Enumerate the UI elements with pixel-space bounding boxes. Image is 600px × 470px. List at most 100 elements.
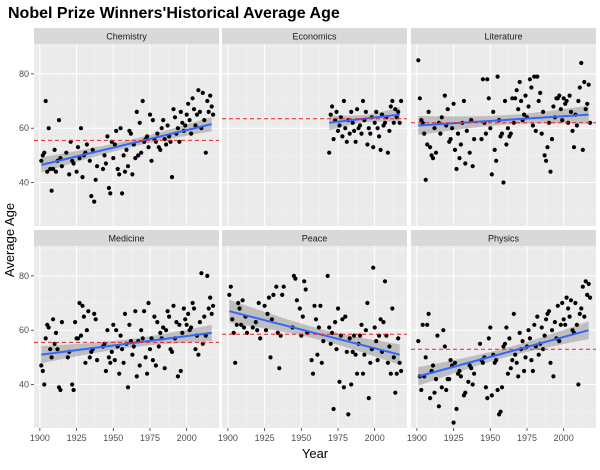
data-point <box>281 284 286 289</box>
data-point <box>580 147 585 152</box>
data-point <box>277 366 282 371</box>
data-point <box>71 387 76 393</box>
data-point <box>536 98 541 104</box>
data-point <box>147 112 153 117</box>
data-point <box>84 328 89 333</box>
data-point <box>564 98 569 104</box>
data-point <box>233 360 238 365</box>
data-point <box>341 98 346 104</box>
data-point <box>184 112 189 117</box>
strip-label-chemistry: Chemistry <box>106 32 147 42</box>
data-point <box>258 336 263 341</box>
data-point <box>586 82 591 87</box>
data-point <box>202 314 207 319</box>
data-point <box>172 115 178 120</box>
data-point <box>438 131 443 136</box>
data-point <box>552 320 558 325</box>
data-point <box>84 142 89 147</box>
data-point <box>498 409 503 414</box>
data-point <box>372 120 377 125</box>
strip-label-physics: Physics <box>488 234 520 244</box>
data-point <box>155 320 160 325</box>
data-point <box>108 191 113 196</box>
data-point <box>206 306 211 311</box>
data-point <box>439 115 444 120</box>
data-point <box>347 336 352 341</box>
data-point <box>436 404 441 409</box>
data-point <box>187 118 192 123</box>
data-point <box>579 60 584 66</box>
data-point <box>184 322 189 327</box>
data-point <box>507 336 512 341</box>
data-point <box>45 169 50 174</box>
data-point <box>577 311 582 316</box>
data-point <box>542 333 547 338</box>
data-point <box>53 330 59 335</box>
data-point <box>488 325 493 330</box>
data-point <box>394 371 399 376</box>
data-point <box>368 360 373 365</box>
data-point <box>208 295 213 300</box>
data-point <box>433 150 439 155</box>
data-point <box>234 322 239 327</box>
data-point <box>504 142 509 147</box>
data-point <box>162 366 167 371</box>
data-point <box>164 142 169 147</box>
data-point <box>143 355 148 360</box>
data-point <box>78 126 84 131</box>
data-point <box>494 158 499 163</box>
data-point <box>310 371 316 376</box>
data-point <box>580 284 585 289</box>
data-point <box>40 368 45 374</box>
data-point <box>180 120 185 125</box>
data-point <box>457 156 462 161</box>
data-point <box>393 390 398 395</box>
data-point <box>549 137 555 142</box>
data-point <box>239 322 244 327</box>
data-point <box>49 188 54 193</box>
data-point <box>75 145 81 150</box>
panel-chemistry: Chemistry 40 60 80 <box>19 28 219 226</box>
data-point <box>520 339 525 344</box>
strip-label-economics: Economics <box>292 32 337 42</box>
data-point <box>337 123 342 128</box>
data-point <box>81 314 86 319</box>
strip-economics <box>222 28 407 44</box>
data-point <box>448 137 453 142</box>
data-point <box>193 347 198 352</box>
data-point <box>541 109 546 114</box>
panel-physics: Physics 1900 1925 1950 1975 2000 <box>407 230 596 443</box>
data-point <box>146 145 151 150</box>
data-point <box>451 101 456 106</box>
data-point <box>39 158 44 163</box>
data-point <box>59 320 64 325</box>
data-point <box>548 169 553 174</box>
data-point <box>529 85 534 90</box>
data-point <box>544 317 549 322</box>
data-point <box>127 322 132 327</box>
data-point <box>120 191 125 196</box>
data-point <box>139 328 144 333</box>
data-point <box>112 142 117 147</box>
data-point <box>461 98 466 104</box>
strip-peace <box>222 230 407 246</box>
data-point <box>315 352 320 357</box>
data-point <box>56 118 62 123</box>
trend-line-physics <box>418 329 589 378</box>
data-point <box>430 363 436 368</box>
data-point <box>95 358 100 363</box>
data-point <box>435 333 440 338</box>
data-point <box>331 406 336 412</box>
data-point <box>93 177 98 182</box>
data-point <box>158 147 163 152</box>
data-point <box>558 322 563 327</box>
data-point <box>302 279 307 284</box>
data-point <box>567 314 572 319</box>
data-point <box>211 303 216 308</box>
data-point <box>494 358 499 363</box>
data-point <box>463 161 468 166</box>
data-point <box>137 120 142 125</box>
data-point <box>43 98 48 104</box>
data-point <box>140 98 145 104</box>
data-point <box>480 360 485 365</box>
